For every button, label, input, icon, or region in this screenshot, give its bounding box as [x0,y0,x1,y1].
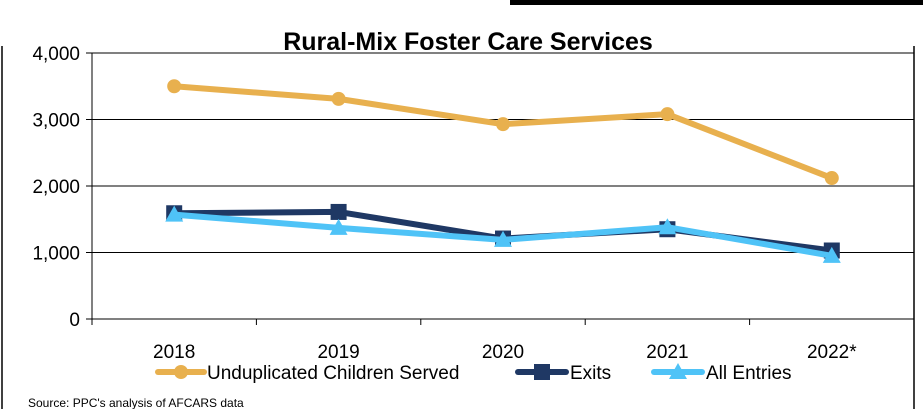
data-point [494,230,512,247]
legend: Unduplicated Children Served Exits All Ent… [155,363,792,384]
y-tick-label: 3,000 [32,111,80,132]
x-tick-label: 2018 [153,342,195,363]
axes [86,52,915,325]
legend-swatch-marker [534,364,550,380]
chart-title: Rural-Mix Foster Care Services [283,28,653,56]
legend-label: Unduplicated Children Served [207,363,459,384]
y-tick-label: 1,000 [32,244,80,265]
series-2 [165,205,841,263]
data-point [331,91,346,106]
series-0 [167,79,839,186]
data-point [165,205,184,222]
data-point [658,218,677,235]
x-tick-label: 2021 [646,342,688,363]
x-tick-label: 2019 [317,342,359,363]
legend-swatch-marker [174,365,188,379]
data-point [167,79,182,94]
y-tick-label: 0 [69,310,80,331]
source-note: Source: PPC's analysis of AFCARS data [28,396,244,409]
y-tick-labels: 0 1,000 2,000 3,000 4,000 [32,44,80,331]
legend-label: All Entries [706,363,792,384]
x-tick-labels: 2018 2019 2020 2021 2022* [153,342,857,363]
x-tick-label: 2022* [807,342,857,363]
legend-item: Exits [515,363,611,384]
header-edge-bar [510,0,923,5]
data-point [822,246,841,263]
series-line [171,83,835,182]
legend-item: All Entries [651,363,792,384]
data-point [660,107,675,122]
grid-lines [92,52,914,253]
legend-item: Unduplicated Children Served [155,363,459,384]
data-point [329,218,348,235]
data-point [330,203,347,220]
y-tick-label: 2,000 [32,177,80,198]
series-group [165,79,841,263]
legend-swatch-marker [669,363,687,379]
data-point [496,117,510,132]
y-tick-label: 4,000 [32,44,80,65]
data-point [824,171,839,186]
x-tick-label: 2020 [482,342,524,363]
legend-label: Exits [570,363,611,384]
